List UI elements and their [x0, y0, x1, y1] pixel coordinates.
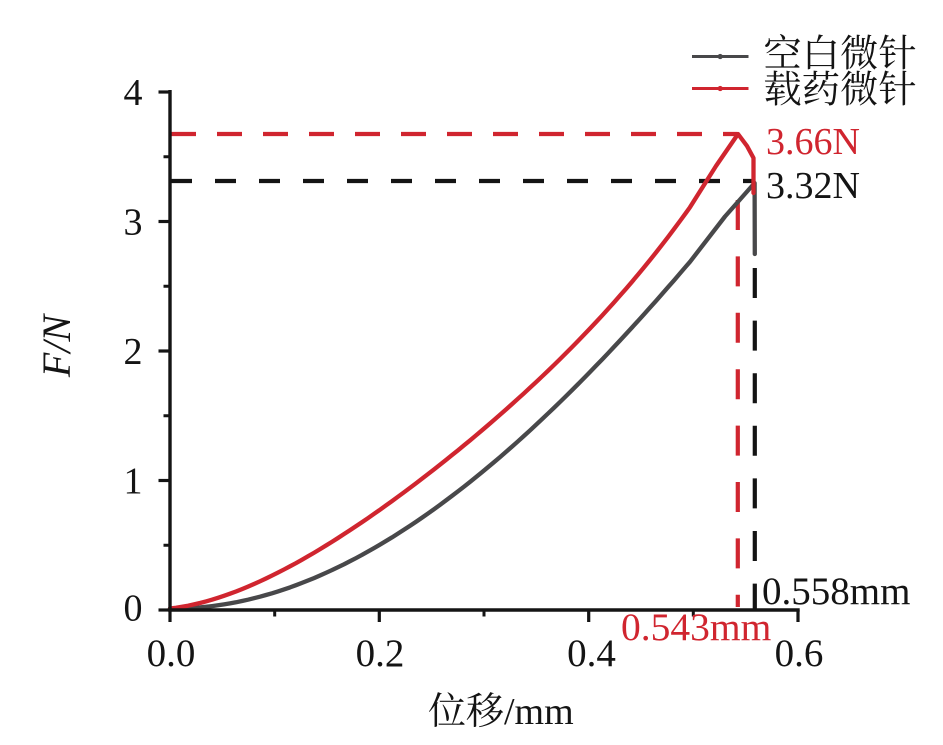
svg-text:0.4: 0.4 [567, 632, 616, 675]
svg-text:F/N: F/N [34, 313, 79, 379]
svg-text:/mm: /mm [504, 691, 574, 733]
svg-text:3: 3 [124, 202, 143, 244]
svg-text:4: 4 [124, 72, 143, 114]
svg-text:2: 2 [124, 331, 143, 373]
svg-text:0.2: 0.2 [356, 632, 405, 675]
svg-text:0.558mm: 0.558mm [762, 570, 910, 613]
svg-text:3.66N: 3.66N [766, 121, 860, 163]
svg-text:0.6: 0.6 [775, 632, 824, 675]
svg-text:0.0: 0.0 [147, 632, 196, 675]
svg-text:1: 1 [124, 461, 143, 503]
svg-text:3.32N: 3.32N [766, 165, 860, 207]
svg-text:0.543mm: 0.543mm [621, 605, 772, 649]
svg-text:0: 0 [124, 588, 143, 630]
